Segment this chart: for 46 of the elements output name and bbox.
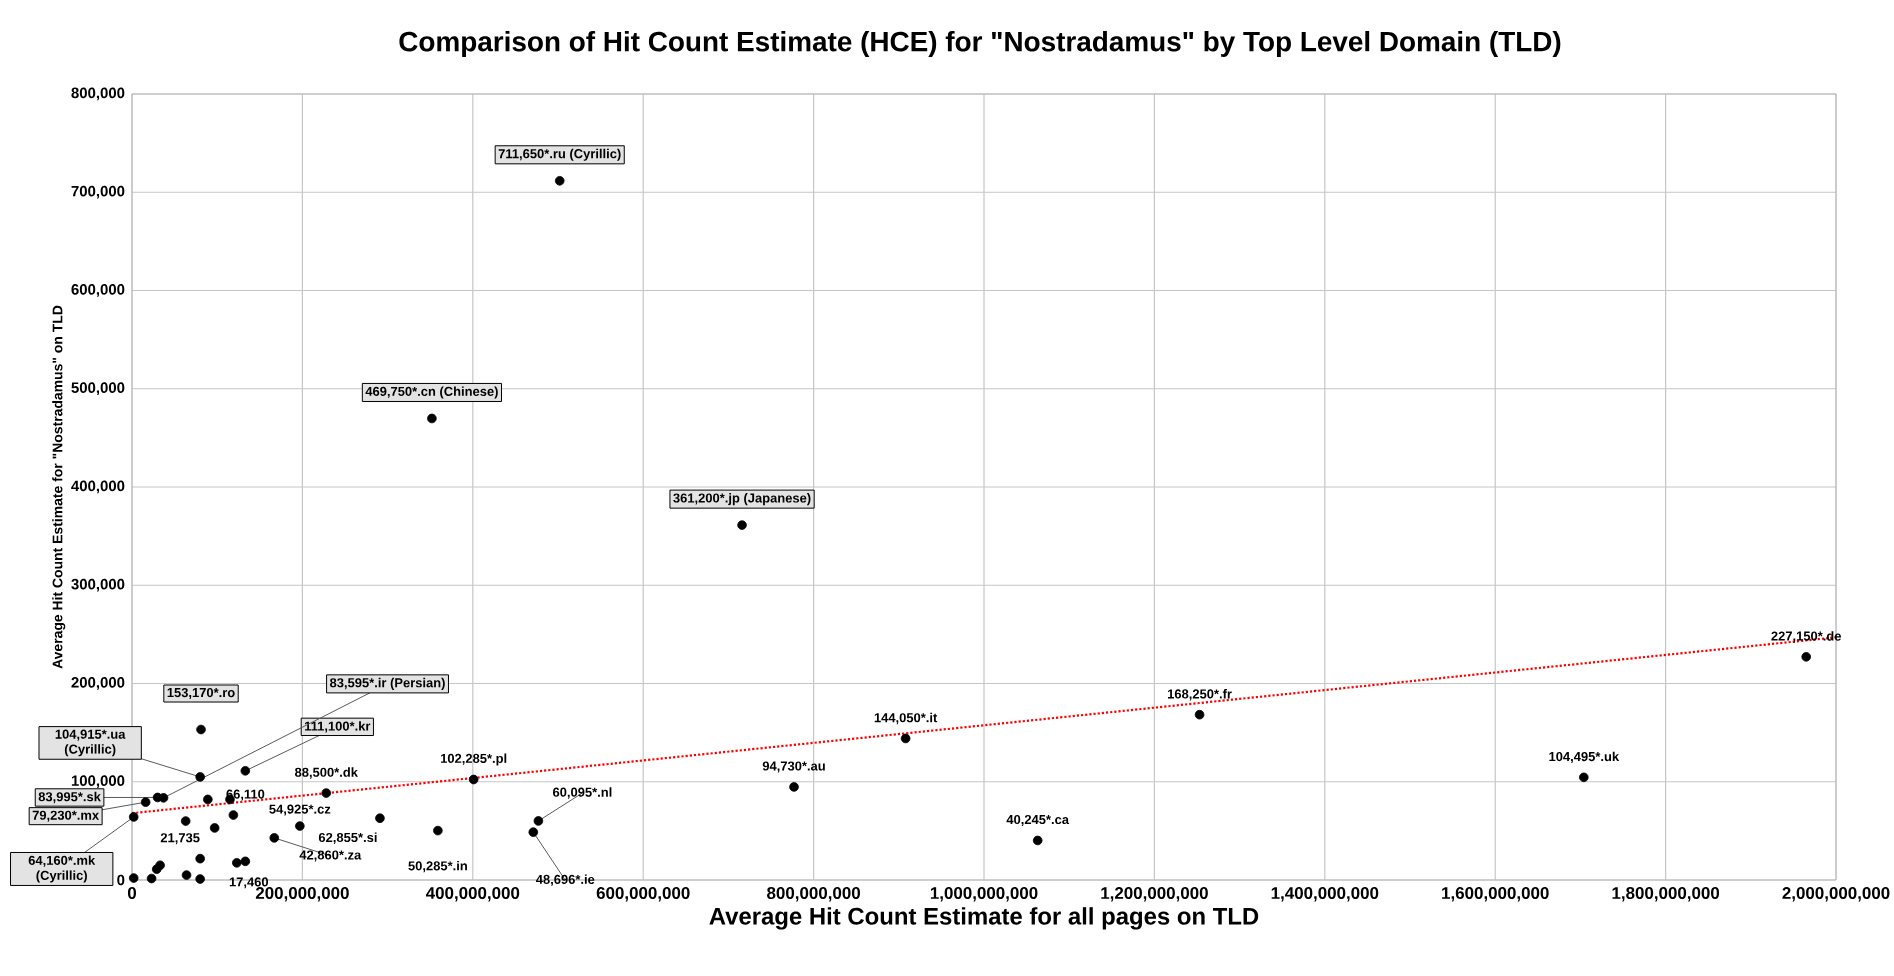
point [209, 823, 220, 833]
x-tick-label: 2,000,000,000 [1782, 887, 1890, 902]
x-tick-label: 1,000,000,000 [930, 887, 1038, 902]
point [128, 873, 139, 883]
point [375, 813, 385, 824]
point [295, 821, 305, 831]
x-tick-label: 1,800,000,000 [1612, 887, 1720, 902]
point [433, 825, 443, 836]
point [533, 816, 544, 826]
point [789, 782, 799, 792]
x-tick-label: 1,400,000,000 [1271, 887, 1379, 902]
point [468, 774, 479, 785]
point [140, 797, 151, 807]
point [427, 413, 437, 424]
x-tick-label: 1,200,000,000 [1101, 887, 1208, 902]
point [554, 176, 565, 186]
point [181, 870, 192, 880]
point [128, 812, 139, 822]
point [195, 772, 205, 782]
point [195, 853, 205, 864]
point [146, 873, 157, 884]
x-tick-label: 600,000,000 [596, 887, 690, 902]
x-tick-label: 800,000,000 [767, 887, 860, 902]
point [240, 766, 251, 776]
point [321, 788, 332, 798]
x-tick-label: 1,600,000,000 [1442, 887, 1549, 902]
point [232, 858, 242, 868]
chart-title: Comparison of Hit Count Estimate (HCE) for "Nostradamus" by Top Level Domain (TLD) [399, 30, 1561, 57]
point [1194, 709, 1205, 720]
point [1579, 772, 1589, 783]
point [1801, 652, 1811, 662]
point [240, 856, 251, 867]
x-tick-label: 0 [127, 887, 137, 900]
point [269, 833, 280, 843]
point [195, 874, 205, 884]
point [203, 794, 213, 805]
point [737, 520, 747, 530]
x-tick-label: 400,000,000 [425, 887, 520, 902]
point [528, 827, 539, 837]
x-tick-label: 200,000,000 [255, 887, 349, 902]
x-axis-title: Average Hit Count Estimate for all pages on TLD [709, 907, 1259, 930]
point [228, 810, 239, 820]
point [900, 733, 911, 744]
point [180, 816, 191, 826]
point [196, 724, 206, 735]
point [1032, 835, 1043, 846]
